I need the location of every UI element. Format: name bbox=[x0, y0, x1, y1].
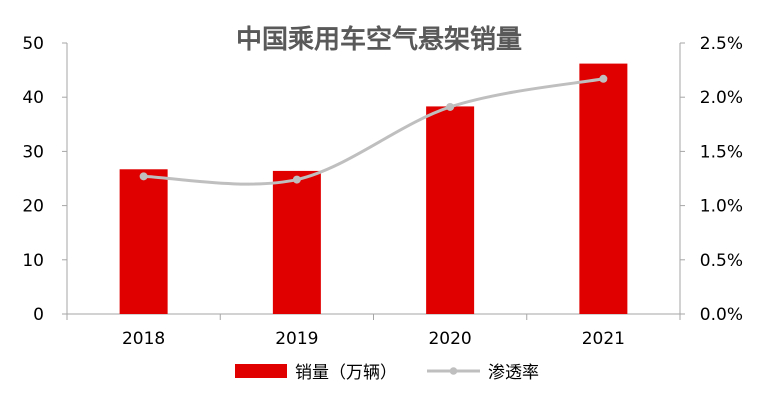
y-left-tick-label: 10 bbox=[22, 251, 44, 271]
x-tick-label: 2021 bbox=[582, 329, 625, 349]
x-tick-label: 2020 bbox=[428, 329, 471, 349]
x-tick-label: 2019 bbox=[275, 329, 318, 349]
y-left-tick-label: 40 bbox=[22, 88, 44, 108]
y-left-tick-label: 30 bbox=[22, 142, 44, 162]
y-right-tick-label: 0.5% bbox=[700, 251, 743, 271]
bar bbox=[579, 63, 628, 314]
penetration-point bbox=[446, 102, 455, 111]
y-right-tick-label: 2.0% bbox=[700, 88, 743, 108]
chart-title: 中国乘用车空气悬架销量 bbox=[236, 24, 522, 55]
x-tick-label: 2018 bbox=[122, 329, 165, 349]
legend: 销量（万辆） 渗透率 bbox=[235, 363, 539, 383]
legend-label-penetration: 渗透率 bbox=[488, 363, 539, 383]
penetration-point bbox=[139, 172, 148, 181]
y-right-tick-label: 1.5% bbox=[700, 142, 743, 162]
bar bbox=[272, 170, 321, 314]
legend-swatch-bar bbox=[235, 364, 287, 378]
bar bbox=[426, 106, 475, 314]
penetration-point bbox=[292, 175, 301, 184]
y-left-tick-label: 0 bbox=[33, 305, 44, 325]
bar bbox=[119, 169, 168, 314]
legend-marker bbox=[449, 367, 458, 375]
legend-label-sales: 销量（万辆） bbox=[295, 363, 397, 383]
y-left-tick-label: 20 bbox=[22, 197, 44, 217]
y-right-tick-label: 2.5% bbox=[700, 34, 743, 54]
y-left-tick-label: 50 bbox=[22, 34, 44, 54]
penetration-line bbox=[143, 77, 604, 186]
penetration-point bbox=[599, 74, 608, 83]
y-right-tick-label: 1.0% bbox=[700, 197, 743, 217]
y-right-tick-label: 0.0% bbox=[700, 305, 743, 325]
